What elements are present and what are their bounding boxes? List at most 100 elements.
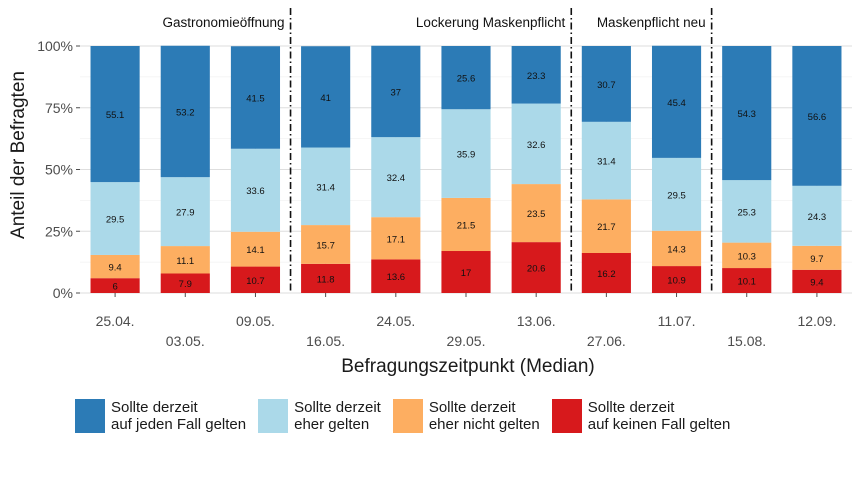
- y-tick-label: 0%: [53, 285, 73, 301]
- data-label: 21.5: [457, 220, 476, 231]
- x-tick-label: 03.05.: [166, 333, 205, 349]
- data-label: 55.1: [106, 110, 125, 121]
- data-label: 20.6: [527, 264, 546, 275]
- data-label: 13.6: [387, 272, 406, 283]
- bar-segment: [371, 45, 421, 138]
- data-label: 29.5: [106, 215, 125, 226]
- data-label: 14.3: [667, 244, 686, 255]
- data-label: 29.5: [667, 190, 686, 201]
- stacked-bar-chart: 6 9.4 29.5 55.1 7.9 11.1 27.9 53.2 10.7 14.1 33.6 4…: [8, 8, 852, 377]
- data-label: 35.9: [457, 150, 476, 161]
- event-label: Maskenpflicht neu: [597, 15, 706, 30]
- legend-label: Sollte derzeit eher nicht gelten: [428, 399, 540, 433]
- data-label: 6: [112, 282, 117, 293]
- data-label: 16.2: [597, 269, 616, 280]
- event-lines: [289, 8, 713, 293]
- data-label: 10.1: [737, 277, 756, 288]
- data-label: 30.7: [597, 80, 616, 91]
- y-axis-label: Anteil der Befragten: [8, 71, 29, 239]
- bar-segment: [90, 46, 140, 183]
- x-axis-label: Befragungszeitpunkt (Median): [341, 356, 594, 377]
- legend-item: Sollte derzeit auf keinen Fall gelten: [551, 399, 730, 433]
- x-tick-label: 25.04.: [96, 313, 135, 329]
- bar-segment: [792, 269, 842, 293]
- event-label: Lockerung Maskenpflicht: [416, 15, 566, 30]
- bar-segment: [511, 184, 561, 243]
- bars: [90, 45, 842, 293]
- data-label: 11.8: [317, 274, 335, 285]
- data-label: 32.4: [387, 173, 406, 184]
- x-tick-label: 16.05.: [306, 333, 345, 349]
- legend-item: Sollte derzeit eher gelten: [258, 399, 381, 433]
- event-label: Gastronomieöffnung: [162, 15, 284, 30]
- bar-segment: [581, 199, 631, 253]
- data-label: 32.6: [527, 140, 546, 151]
- x-tick-label: 13.06.: [517, 313, 556, 329]
- legend-label: Sollte derzeit eher gelten: [294, 399, 381, 433]
- bar-segment: [301, 46, 351, 148]
- bar-segment: [301, 147, 351, 226]
- x-tick-label: 29.05.: [447, 333, 486, 349]
- bar-segment: [230, 46, 281, 149]
- bar-segment: [792, 46, 842, 186]
- bar-segment: [722, 180, 772, 243]
- x-tick-label: 27.06.: [587, 333, 626, 349]
- data-label: 27.9: [176, 208, 195, 219]
- bar-segment: [722, 242, 772, 269]
- legend-item: Sollte derzeit auf jeden Fall gelten: [75, 399, 246, 433]
- bar-segment: [792, 185, 842, 246]
- legend-swatch: [75, 399, 105, 433]
- data-label: 7.9: [179, 279, 192, 290]
- data-label: 41.5: [246, 93, 265, 104]
- data-label: 10.7: [246, 276, 265, 287]
- bar-segment: [301, 263, 351, 293]
- data-label: 10.3: [737, 251, 756, 262]
- bar-segment: [160, 45, 210, 178]
- bar-segment: [441, 109, 491, 198]
- data-label: 15.7: [316, 240, 335, 251]
- bar-segment: [371, 217, 421, 260]
- bar-segment: [301, 225, 351, 264]
- bar-segment: [511, 103, 561, 185]
- bar-segment: [581, 121, 631, 200]
- bar-segment: [441, 46, 491, 110]
- legend-swatch: [392, 399, 423, 433]
- data-label: 21.7: [597, 222, 616, 233]
- bar-labels: 6 9.4 29.5 55.1 7.9 11.1 27.9 53.2 10.7 14.1 33.6 4…: [106, 71, 826, 293]
- bar-segment: [722, 268, 772, 293]
- data-label: 24.3: [808, 212, 827, 223]
- bar-segment: [511, 46, 561, 104]
- bar-segment: [230, 231, 281, 267]
- data-label: 54.3: [737, 109, 756, 120]
- bar-segment: [651, 45, 702, 158]
- data-label: 25.3: [737, 207, 756, 218]
- y-tick-label: 50%: [45, 162, 73, 178]
- bar-segment: [581, 252, 631, 293]
- bar-segment: [581, 46, 631, 122]
- data-label: 31.4: [597, 157, 616, 168]
- data-label: 33.6: [246, 186, 265, 197]
- data-label: 17: [461, 268, 472, 279]
- bar-segment: [511, 242, 561, 293]
- bar-segment: [651, 266, 702, 293]
- legend-swatch: [258, 399, 289, 433]
- bar-segment: [90, 254, 140, 279]
- legend-swatch: [551, 399, 582, 433]
- data-label: 14.1: [246, 245, 265, 256]
- bar-segment: [160, 246, 210, 274]
- bar-segment: [651, 157, 702, 231]
- legend: Sollte derzeit auf jeden Fall gelten Soll…: [75, 399, 742, 433]
- data-label: 23.5: [527, 209, 546, 220]
- y-tick-label: 75%: [45, 100, 73, 116]
- bar-segment: [792, 245, 842, 270]
- y-tick-label: 100%: [37, 38, 73, 54]
- bar-segment: [160, 273, 210, 293]
- bar-segment: [651, 230, 702, 267]
- data-label: 17.1: [387, 234, 406, 245]
- y-axis: 0% 25% 50% 75% 100%: [37, 38, 80, 301]
- annotations: Gastronomieöffnung Lockerung Maskenpflich…: [162, 15, 705, 30]
- bar-segment: [90, 182, 140, 255]
- legend-item: Sollte derzeit eher nicht gelten: [392, 399, 540, 433]
- bar-segment: [441, 197, 491, 252]
